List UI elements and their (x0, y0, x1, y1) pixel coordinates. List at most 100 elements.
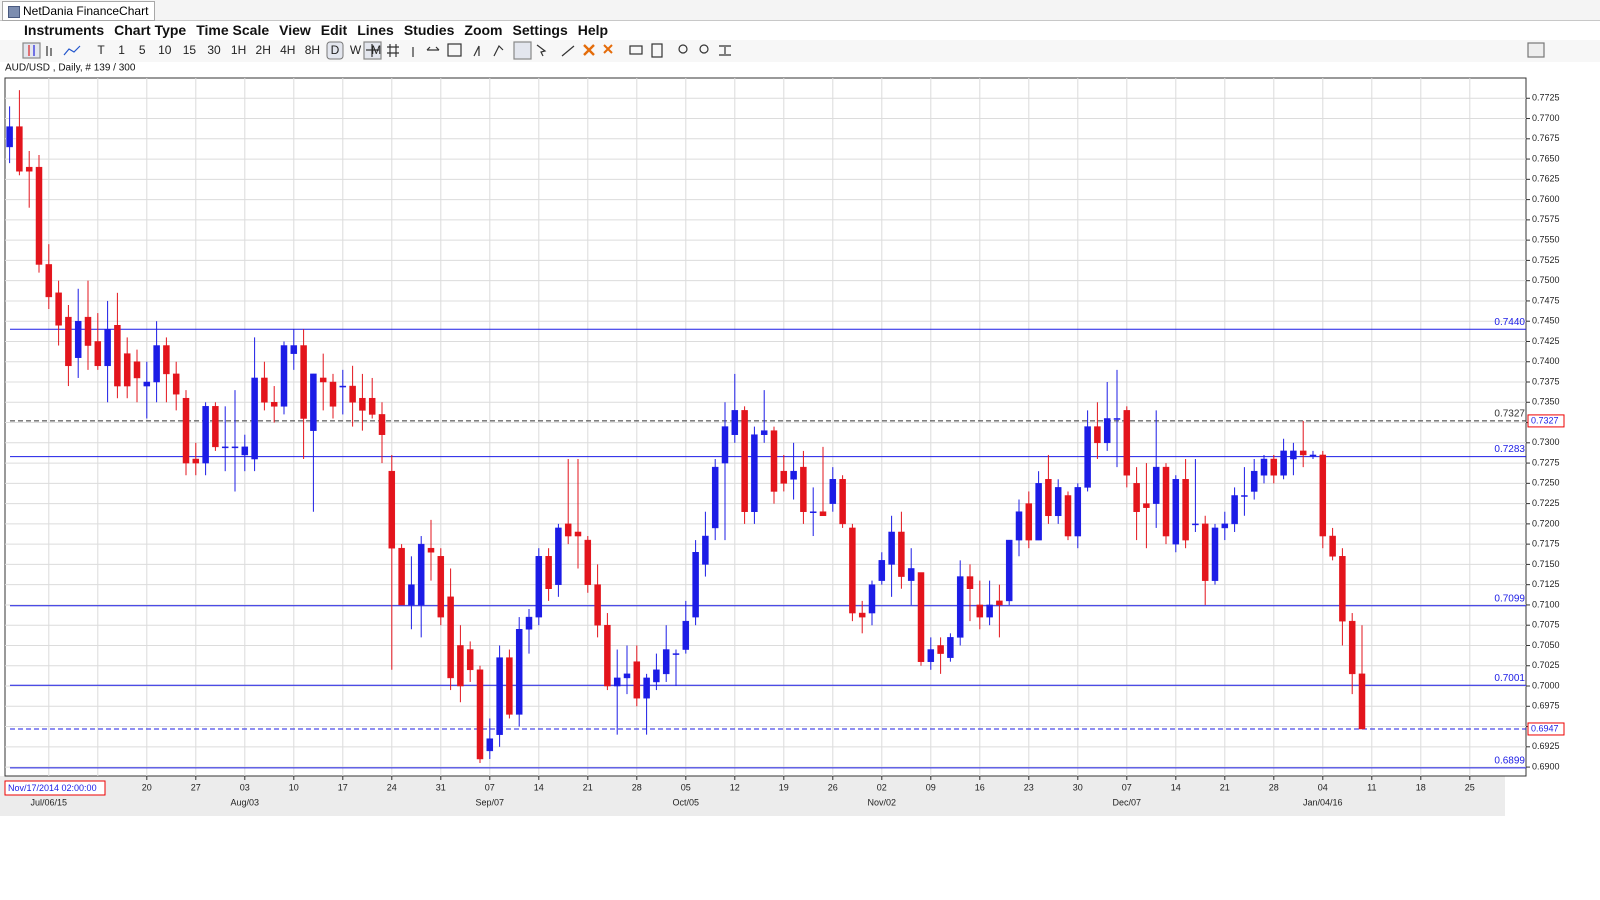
menu-item[interactable]: Studies (403, 22, 455, 38)
timeframe-button[interactable]: 1H (231, 43, 246, 57)
x-tick-label: 25 (1465, 782, 1475, 792)
candle-body (202, 406, 209, 464)
panel-icon[interactable] (1527, 42, 1545, 58)
timeframe-button[interactable]: 2H (256, 43, 271, 57)
candle-body (1025, 503, 1033, 541)
candle-body (515, 629, 523, 715)
menu-item[interactable]: Time Scale (196, 22, 270, 38)
candle-body (819, 511, 827, 517)
menu-bar: Instruments Chart Type Time Scale View Edit L… (0, 21, 1600, 39)
candle-body (711, 466, 719, 529)
x-tick-label: 12 (730, 782, 740, 792)
timeframe-button[interactable]: T (97, 43, 105, 57)
candle-icon[interactable] (22, 42, 41, 59)
y-tick-label: 0.6900 (1532, 761, 1560, 771)
menu-item[interactable]: Lines (357, 22, 394, 38)
delete-icon[interactable] (583, 44, 595, 56)
timeframe-button[interactable]: D (331, 43, 340, 57)
y-tick-label: 0.7200 (1532, 518, 1560, 528)
candle-body (800, 466, 807, 512)
candle-body (613, 677, 621, 687)
candle-body (1339, 556, 1346, 622)
timeframe-button[interactable]: 5 (139, 43, 146, 57)
level-axis-label: 0.6947 (1531, 723, 1559, 733)
candle-body (1005, 539, 1013, 602)
bar-icon[interactable] (46, 46, 52, 56)
x-month-label: Oct/05 (673, 797, 700, 807)
menu-item[interactable]: Zoom (464, 22, 503, 38)
delete-all-icon[interactable] (603, 44, 613, 54)
candle-body (1015, 511, 1023, 541)
menu-item[interactable]: Edit (320, 22, 348, 38)
grid-icon[interactable] (387, 44, 399, 57)
candle-body (476, 669, 484, 760)
study-icon[interactable] (513, 41, 532, 60)
timeframe-button[interactable]: 1 (118, 43, 125, 57)
candle-body (300, 345, 307, 419)
y-tick-label: 0.7650 (1532, 153, 1560, 163)
y-tick-label: 0.7150 (1532, 559, 1560, 569)
y-tick-label: 0.7050 (1532, 640, 1560, 650)
candle-body (1172, 479, 1180, 545)
candle-body (878, 560, 886, 581)
candle-body (1074, 487, 1082, 537)
candle-body (1152, 466, 1160, 504)
timeframe-button[interactable]: 15 (183, 43, 197, 57)
candle-body (1260, 458, 1268, 476)
candle-body (888, 531, 895, 565)
pointer-icon[interactable] (536, 44, 547, 57)
candle-body (231, 446, 239, 449)
candle-body (114, 325, 121, 387)
y-tick-label: 0.7550 (1532, 235, 1560, 245)
x-tick-label: 04 (1318, 782, 1328, 792)
candle-body (466, 649, 474, 671)
y-tick-label: 0.7075 (1532, 620, 1560, 630)
candle-body (1035, 483, 1042, 541)
x-tick-label: 03 (240, 782, 250, 792)
trendline-icon[interactable] (561, 45, 575, 57)
scroll-icon[interactable] (426, 46, 440, 51)
candle-body (574, 531, 582, 537)
line-icon[interactable] (63, 45, 81, 56)
candle-body (1319, 454, 1327, 537)
x-tick-label: 20 (142, 782, 152, 792)
y-tick-label: 0.7600 (1532, 194, 1560, 204)
timeframe-button[interactable]: M (371, 43, 381, 57)
menu-item[interactable]: View (279, 22, 311, 38)
timeframe-button[interactable]: 10 (158, 43, 172, 57)
preview-icon[interactable] (651, 43, 663, 58)
menu-item[interactable]: Settings (512, 22, 568, 38)
timeframe-button[interactable]: W (350, 43, 362, 57)
volume-icon[interactable] (447, 43, 462, 57)
menu-item[interactable]: Instruments (24, 22, 105, 38)
zoom-out-icon[interactable] (699, 44, 709, 54)
date-axis-background (0, 776, 1505, 816)
candle-body (584, 539, 592, 585)
candle-body (1299, 450, 1307, 456)
candle-body (1162, 466, 1170, 537)
x-tick-label: 28 (632, 782, 642, 792)
candle-body (359, 397, 366, 411)
selected-timeframe (326, 41, 344, 60)
y-tick-label: 0.7725 (1532, 93, 1560, 103)
menu-item[interactable]: Help (577, 22, 609, 38)
study-icon[interactable] (473, 45, 480, 57)
timeframe-button[interactable]: 4H (280, 43, 295, 57)
candle-body (35, 166, 43, 265)
study-icon[interactable] (493, 44, 504, 57)
print-icon[interactable] (629, 45, 643, 55)
fit-icon[interactable] (719, 45, 731, 56)
candle-body (829, 479, 837, 504)
candle-body (564, 523, 572, 537)
menu-item[interactable]: Chart Type (114, 22, 187, 38)
candle-body (1113, 418, 1121, 420)
zoom-in-icon[interactable] (678, 44, 688, 54)
y-tick-label: 0.7450 (1532, 316, 1560, 326)
timeframe-button[interactable]: 30 (207, 43, 221, 57)
timeframe-button[interactable]: 8H (305, 43, 320, 57)
x-month-label: Sep/07 (476, 797, 505, 807)
level-label: 0.7001 (1494, 673, 1525, 684)
x-tick-label: 23 (1024, 782, 1034, 792)
y-tick-label: 0.7425 (1532, 336, 1560, 346)
